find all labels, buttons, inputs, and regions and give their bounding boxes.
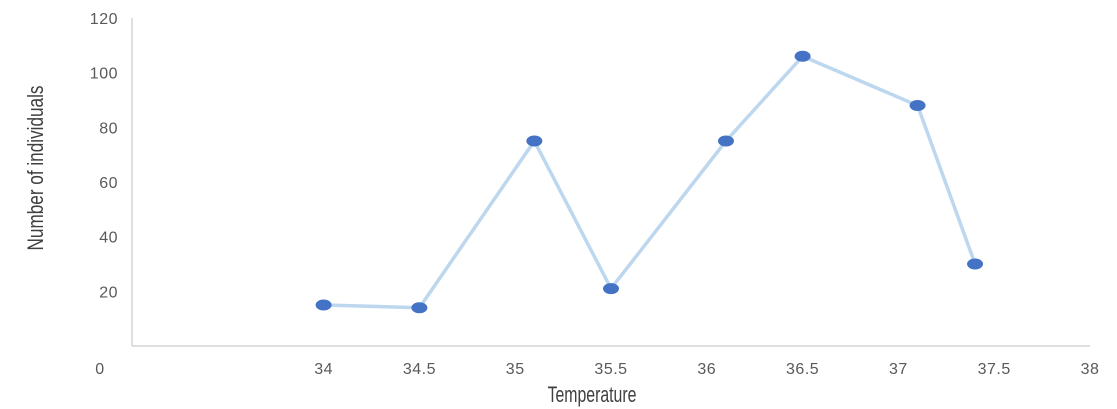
x-tick-label: 34.5 bbox=[403, 361, 436, 378]
x-tick-label: 36.5 bbox=[786, 361, 819, 378]
x-tick-label: 37 bbox=[889, 361, 908, 378]
data-point bbox=[603, 283, 619, 295]
y-tick-labels: 20 40 60 80 100 120 bbox=[90, 11, 118, 301]
x-tick-label: 34 bbox=[314, 361, 333, 378]
origin-tick-label: 0 bbox=[95, 361, 104, 378]
data-point bbox=[717, 135, 734, 147]
data-point bbox=[315, 299, 332, 311]
y-tick-label: 40 bbox=[99, 230, 118, 247]
x-axis-title: Temperature bbox=[548, 384, 637, 408]
x-tick-labels: 34 34.5 35 35.5 36 36.5 37 37.5 38 bbox=[314, 361, 1099, 378]
x-tick-label: 36 bbox=[697, 361, 716, 378]
y-tick-label: 60 bbox=[99, 175, 118, 192]
x-tick-label: 38 bbox=[1081, 361, 1100, 378]
y-tick-label: 120 bbox=[90, 11, 118, 28]
y-tick-label: 100 bbox=[90, 66, 118, 83]
x-tick-label: 35 bbox=[506, 361, 525, 378]
data-point bbox=[909, 99, 926, 111]
data-point bbox=[794, 50, 811, 62]
y-tick-label: 80 bbox=[99, 120, 118, 137]
data-point bbox=[967, 258, 984, 270]
x-tick-label: 35.5 bbox=[594, 361, 627, 378]
x-tick-label: 37.5 bbox=[978, 361, 1011, 378]
y-tick-label: 20 bbox=[99, 284, 118, 301]
y-axis-title: Number of individuals bbox=[24, 85, 49, 250]
series-line bbox=[321, 54, 977, 310]
data-point bbox=[411, 302, 428, 314]
data-markers bbox=[315, 50, 984, 314]
axes bbox=[131, 18, 1090, 347]
data-point bbox=[526, 135, 543, 147]
